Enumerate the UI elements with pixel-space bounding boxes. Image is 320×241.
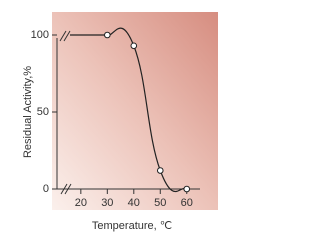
x-tick-label: 30 [101, 197, 113, 209]
y-tick-label: 50 [37, 106, 49, 118]
x-axis-label: Temperature, ℃ [92, 220, 172, 232]
marker [156, 167, 164, 174]
marker [104, 31, 111, 39]
y-tick-label: 0 [43, 183, 49, 195]
x-tick-label: 60 [181, 197, 193, 209]
y-axis-label: Residual Activity,% [22, 66, 34, 158]
y-tick-label: 100 [31, 29, 49, 41]
plot-background [52, 12, 218, 210]
marker [130, 42, 138, 50]
chart: Residual Activity,% Temperature, ℃ 0 50 10… [22, 12, 218, 232]
x-tick-label: 20 [75, 197, 87, 209]
x-tick-label: 40 [128, 197, 140, 209]
marker [183, 185, 191, 193]
axis-break [59, 30, 71, 42]
x-tick-label: 50 [154, 197, 166, 209]
axis-break [60, 183, 72, 195]
line [107, 27, 188, 193]
